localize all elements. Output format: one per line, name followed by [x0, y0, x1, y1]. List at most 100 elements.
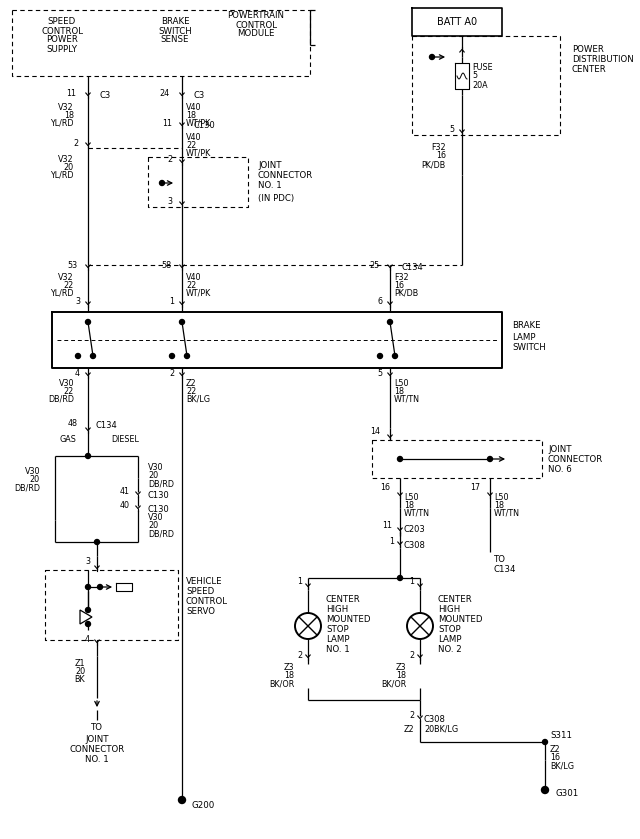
Text: JOINT: JOINT: [85, 736, 109, 744]
Text: MOUNTED: MOUNTED: [326, 616, 371, 624]
Text: V40: V40: [186, 102, 202, 112]
Text: FUSE: FUSE: [472, 62, 493, 71]
Circle shape: [378, 353, 383, 358]
Circle shape: [97, 585, 102, 590]
Text: NO. 1: NO. 1: [326, 645, 349, 654]
Text: C308: C308: [404, 540, 426, 550]
Text: 1: 1: [389, 538, 394, 546]
Text: Z2: Z2: [403, 725, 414, 733]
Text: TO: TO: [91, 723, 103, 732]
Circle shape: [429, 55, 435, 60]
Text: 1: 1: [297, 577, 302, 586]
Text: V40: V40: [186, 273, 202, 282]
Text: 18: 18: [494, 501, 504, 509]
Text: CONTROL: CONTROL: [235, 20, 277, 29]
Text: 22: 22: [186, 280, 196, 289]
Text: V30: V30: [58, 378, 74, 388]
Text: CONTROL: CONTROL: [41, 27, 83, 35]
Text: NO. 1: NO. 1: [85, 755, 109, 764]
Text: WT/TN: WT/TN: [404, 508, 430, 518]
Text: 2: 2: [169, 368, 174, 378]
Text: 48: 48: [68, 419, 78, 428]
Text: DB/RD: DB/RD: [148, 529, 174, 539]
Text: 20: 20: [64, 163, 74, 171]
Text: 3: 3: [85, 557, 90, 566]
Circle shape: [76, 353, 81, 358]
Text: LAMP: LAMP: [326, 635, 349, 644]
Text: HIGH: HIGH: [438, 606, 460, 614]
Text: 3: 3: [75, 298, 80, 306]
Circle shape: [397, 576, 403, 581]
Text: POWERTRAIN: POWERTRAIN: [227, 12, 285, 20]
Text: STOP: STOP: [326, 626, 349, 634]
Text: C3: C3: [194, 91, 205, 101]
Circle shape: [541, 786, 548, 794]
Text: C308: C308: [424, 715, 446, 723]
Text: YL/RD: YL/RD: [51, 118, 74, 128]
Text: 20: 20: [148, 472, 158, 481]
Text: C130: C130: [148, 491, 170, 499]
Text: C3: C3: [100, 91, 111, 101]
Text: JOINT: JOINT: [258, 161, 282, 170]
Text: SPEED: SPEED: [186, 587, 214, 597]
Text: 16: 16: [436, 152, 446, 160]
Text: NO. 1: NO. 1: [258, 181, 282, 190]
Text: 2: 2: [73, 138, 78, 148]
Circle shape: [86, 622, 90, 627]
Text: HIGH: HIGH: [326, 606, 348, 614]
Text: 20: 20: [75, 666, 85, 675]
Circle shape: [179, 320, 184, 325]
Text: CONNECTOR: CONNECTOR: [548, 456, 604, 465]
Text: 16: 16: [380, 483, 390, 492]
Text: 5: 5: [449, 126, 454, 134]
Text: YL/RD: YL/RD: [51, 289, 74, 298]
Text: G301: G301: [555, 789, 579, 798]
Text: 22: 22: [186, 140, 196, 149]
Text: Z2: Z2: [186, 378, 196, 388]
Circle shape: [86, 454, 90, 458]
Text: VEHICLE: VEHICLE: [186, 577, 223, 586]
Text: WT/PK: WT/PK: [186, 149, 211, 158]
Text: 25: 25: [370, 260, 380, 269]
Text: 2: 2: [297, 650, 302, 659]
Circle shape: [90, 353, 95, 358]
Text: 24: 24: [160, 88, 170, 97]
Text: 18: 18: [396, 671, 406, 680]
Text: 58: 58: [162, 260, 172, 269]
Text: GAS: GAS: [60, 435, 76, 445]
Text: 22: 22: [64, 280, 74, 289]
Text: DB/RD: DB/RD: [148, 480, 174, 488]
Circle shape: [86, 320, 90, 325]
Circle shape: [86, 607, 90, 612]
Text: L50: L50: [494, 492, 509, 502]
Circle shape: [86, 585, 90, 590]
Text: V30: V30: [148, 513, 163, 523]
Text: 11: 11: [162, 118, 172, 128]
Circle shape: [488, 456, 493, 461]
Text: 18: 18: [394, 387, 404, 395]
Text: 5: 5: [472, 71, 477, 81]
Text: 40: 40: [120, 502, 130, 510]
Text: L50: L50: [394, 378, 408, 388]
Text: CENTER: CENTER: [572, 65, 607, 75]
Text: WT/TN: WT/TN: [394, 394, 420, 404]
Text: STOP: STOP: [438, 626, 461, 634]
Text: POWER: POWER: [46, 35, 78, 44]
Text: V32: V32: [58, 154, 74, 164]
Text: DB/RD: DB/RD: [48, 394, 74, 404]
Text: BK/OR: BK/OR: [269, 680, 294, 689]
Text: 53: 53: [68, 260, 78, 269]
Text: 3: 3: [167, 197, 172, 206]
Text: Z2: Z2: [550, 746, 561, 754]
Text: SERVO: SERVO: [186, 607, 215, 617]
Text: BK/LG: BK/LG: [550, 762, 574, 770]
Circle shape: [387, 320, 392, 325]
Text: 5: 5: [377, 368, 382, 378]
Text: 41: 41: [120, 487, 130, 497]
Text: POWER: POWER: [572, 45, 604, 55]
Text: BATT A0: BATT A0: [437, 17, 477, 27]
Text: LAMP: LAMP: [512, 332, 536, 341]
Text: PK/DB: PK/DB: [422, 160, 446, 169]
Text: BK: BK: [74, 675, 85, 684]
Text: F32: F32: [431, 143, 446, 152]
